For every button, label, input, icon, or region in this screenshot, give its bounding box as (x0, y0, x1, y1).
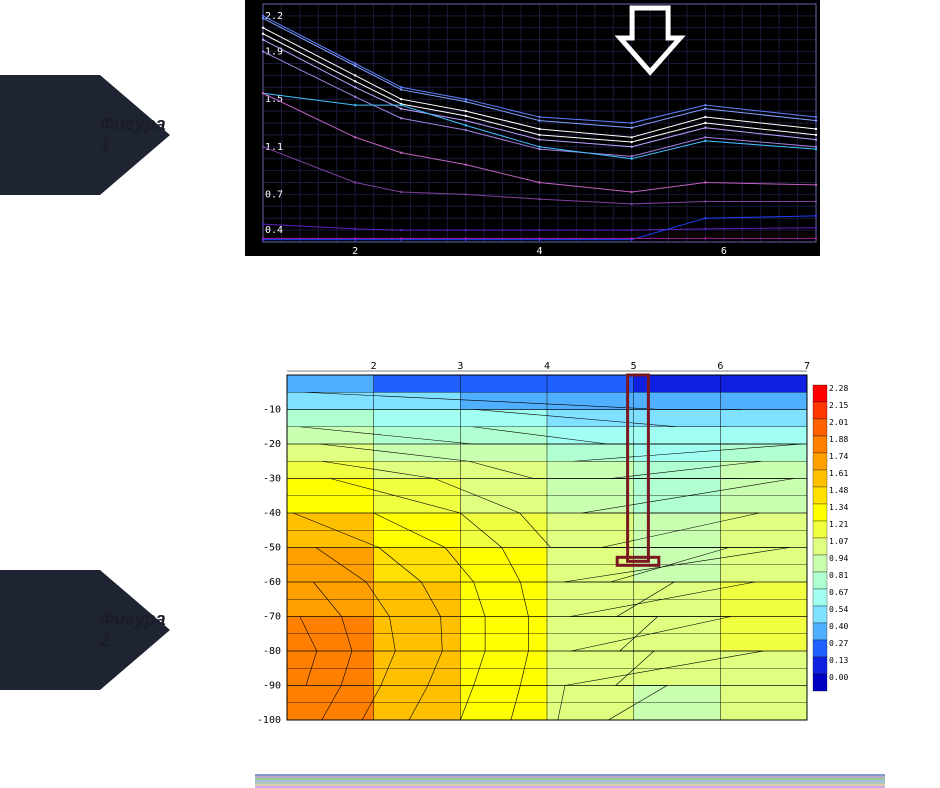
svg-text:0.00: 0.00 (829, 673, 848, 682)
svg-text:6: 6 (717, 361, 723, 372)
svg-text:0.94: 0.94 (829, 554, 848, 563)
svg-text:1.21: 1.21 (829, 520, 848, 529)
svg-text:0.40: 0.40 (829, 622, 848, 631)
figure-1-chart: 0.40.71.11.51.92.2246 (245, 0, 820, 256)
svg-text:0.27: 0.27 (829, 639, 848, 648)
svg-text:5: 5 (631, 361, 637, 372)
svg-text:4: 4 (536, 246, 542, 256)
svg-text:1.88: 1.88 (829, 435, 848, 444)
svg-text:4: 4 (544, 361, 550, 372)
svg-text:0.67: 0.67 (829, 588, 848, 597)
svg-text:-40: -40 (263, 508, 281, 519)
figure-1-label-wrap: Фигура 1 (0, 75, 180, 195)
svg-text:-50: -50 (263, 543, 281, 554)
svg-text:2: 2 (352, 246, 358, 256)
figure-2-chart: 2 3 4 5 6 7 -10 -20 -30 -40 -50 -60 -70 -80 -90 -100 2.2… (245, 355, 865, 730)
svg-text:6: 6 (721, 246, 727, 256)
svg-text:-20: -20 (263, 439, 281, 450)
svg-text:-60: -60 (263, 577, 281, 588)
svg-text:-90: -90 (263, 681, 281, 692)
svg-text:2: 2 (371, 361, 377, 372)
svg-text:1.48: 1.48 (829, 486, 848, 495)
svg-text:2.15: 2.15 (829, 401, 848, 410)
svg-text:0.54: 0.54 (829, 605, 848, 614)
figure-1-label: Фигура 1 (100, 114, 180, 156)
svg-text:0.81: 0.81 (829, 571, 848, 580)
svg-text:0.7: 0.7 (265, 189, 283, 200)
figure-2-label-wrap: Фигура 2 (0, 570, 180, 690)
svg-text:-30: -30 (263, 474, 281, 485)
svg-text:3: 3 (457, 361, 463, 372)
svg-text:2.01: 2.01 (829, 418, 848, 427)
svg-text:1.61: 1.61 (829, 469, 848, 478)
svg-text:-100: -100 (257, 715, 281, 726)
svg-text:1.74: 1.74 (829, 452, 848, 461)
noise-bar (255, 774, 885, 788)
svg-text:1.07: 1.07 (829, 537, 848, 546)
svg-text:2.28: 2.28 (829, 384, 848, 393)
svg-text:-10: -10 (263, 405, 281, 416)
figure-2-label: Фигура 2 (100, 609, 180, 651)
svg-text:1.34: 1.34 (829, 503, 848, 512)
svg-text:0.4: 0.4 (265, 225, 283, 236)
svg-text:-80: -80 (263, 646, 281, 657)
svg-text:-70: -70 (263, 612, 281, 623)
svg-text:0.13: 0.13 (829, 656, 848, 665)
svg-text:7: 7 (804, 361, 810, 372)
